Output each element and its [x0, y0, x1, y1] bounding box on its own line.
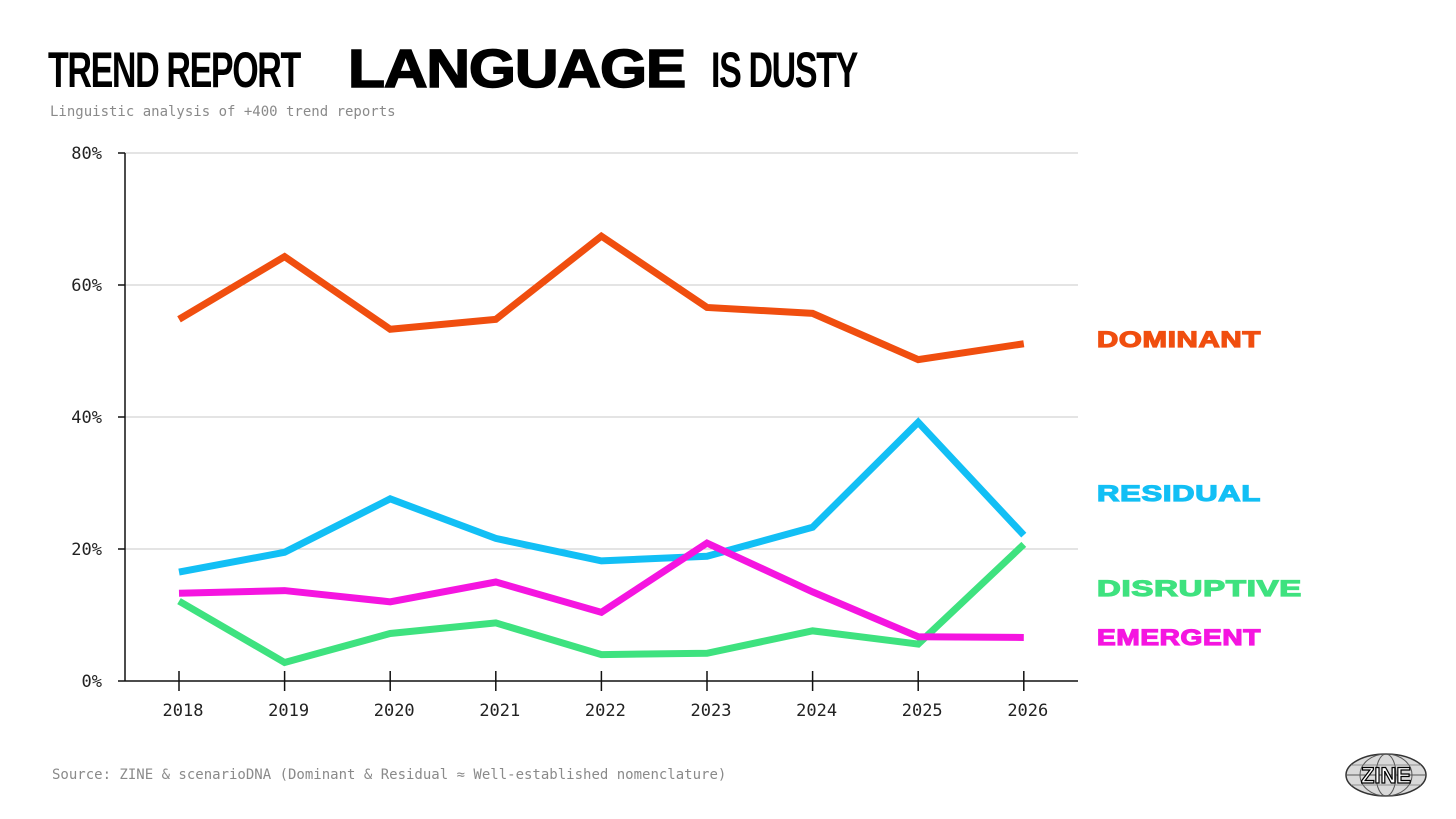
y-tick-label: 20%	[71, 540, 102, 560]
x-tick-label: 2019	[268, 701, 309, 721]
x-tick-label: 2021	[479, 701, 520, 721]
legend-label-emergent: EMERGENT	[1097, 625, 1261, 650]
series-line-residual	[178, 417, 1027, 576]
legend-label-residual: RESIDUAL	[1097, 481, 1261, 506]
series-line-dominant	[177, 231, 1025, 364]
title-part-1: TREND REPORT	[48, 42, 301, 98]
x-tick-label: 2020	[374, 701, 415, 721]
x-tick-label: 2026	[1007, 701, 1048, 721]
x-tick-label: 2018	[163, 701, 204, 721]
chart-subtitle: Linguistic analysis of +400 trend report…	[50, 104, 396, 120]
y-tick-label: 60%	[71, 276, 102, 296]
legend-label-disruptive: DISRUPTIVE	[1097, 576, 1302, 601]
zine-logo: ZINE	[1345, 753, 1427, 797]
y-tick-label: 80%	[71, 144, 102, 164]
logo-text: ZINE	[1361, 763, 1411, 788]
title-part-2: LANGUAGE	[348, 38, 688, 100]
x-tick-label: 2025	[902, 701, 943, 721]
x-tick-label: 2023	[691, 701, 732, 721]
x-tick-label: 2024	[796, 701, 837, 721]
series-line-disruptive	[177, 541, 1027, 667]
x-tick-label: 2022	[585, 701, 626, 721]
series-line-emergent	[178, 539, 1024, 641]
title-part-3: IS DUSTY	[711, 42, 858, 98]
chart-title: TREND REPORT LANGUAGE IS DUSTY	[48, 38, 926, 100]
y-tick-label: 40%	[71, 408, 102, 428]
y-tick-label: 0%	[82, 672, 102, 692]
legend-label-dominant: DOMINANT	[1097, 327, 1261, 352]
source-note: Source: ZINE & scenarioDNA (Dominant & R…	[52, 767, 727, 783]
